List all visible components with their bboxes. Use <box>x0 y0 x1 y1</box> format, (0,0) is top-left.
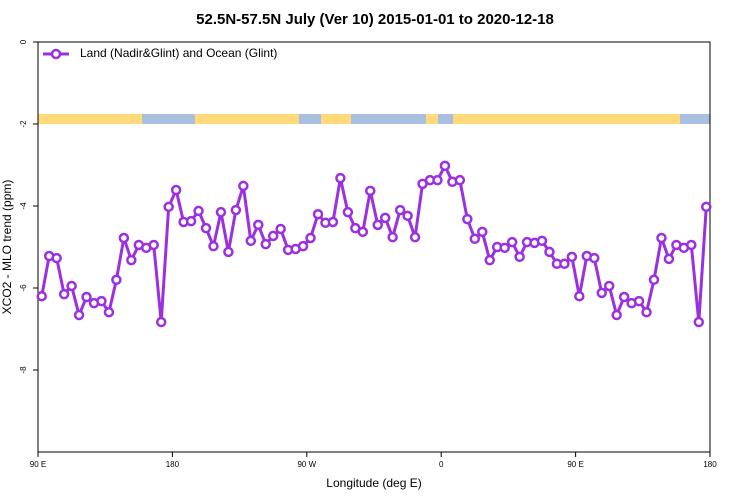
y-tick-label: -6 <box>19 284 28 292</box>
point <box>693 316 705 328</box>
point <box>559 258 570 270</box>
point <box>185 215 197 227</box>
point <box>365 185 376 197</box>
point <box>36 290 47 302</box>
x-tick-label: 90 E <box>30 460 46 469</box>
x-tick-label: 0 <box>439 460 444 469</box>
map-strip <box>38 114 710 124</box>
point <box>394 204 406 216</box>
point <box>215 206 227 218</box>
point <box>596 287 607 299</box>
point <box>469 233 481 245</box>
chart-title: 52.5N-57.5N July (Ver 10) 2015-01-01 to … <box>196 11 554 28</box>
point <box>536 235 548 247</box>
point <box>439 160 451 172</box>
point <box>618 291 630 303</box>
point <box>641 306 652 318</box>
point <box>111 274 122 286</box>
y-tick-label: -8 <box>19 366 28 374</box>
point <box>297 240 309 252</box>
point <box>126 254 137 266</box>
point <box>566 251 578 263</box>
y-tick-label: -2 <box>19 120 28 128</box>
legend-marker <box>50 48 62 60</box>
point <box>312 208 324 220</box>
point <box>170 184 182 196</box>
point <box>238 180 249 192</box>
point <box>275 223 286 235</box>
point <box>402 210 413 222</box>
point <box>148 239 159 251</box>
point <box>611 309 622 321</box>
point <box>253 219 264 231</box>
point <box>387 231 398 243</box>
point <box>103 306 115 318</box>
point <box>477 226 488 238</box>
point <box>514 251 525 263</box>
point <box>454 174 466 186</box>
point <box>574 290 585 302</box>
point <box>200 222 212 234</box>
point <box>118 232 130 244</box>
point <box>648 274 660 286</box>
point <box>73 309 85 321</box>
point <box>589 252 600 264</box>
point <box>603 280 615 292</box>
point <box>633 295 645 307</box>
point <box>208 240 219 252</box>
point <box>544 246 555 258</box>
point <box>686 239 697 251</box>
y-tick-label: 0 <box>19 39 28 44</box>
point <box>245 235 257 247</box>
point <box>499 242 510 254</box>
point <box>193 205 204 217</box>
point <box>96 295 107 307</box>
point <box>484 254 495 266</box>
point <box>663 253 675 265</box>
point <box>155 316 167 328</box>
x-tick-label: 90 W <box>297 460 316 469</box>
point <box>51 252 62 264</box>
point <box>372 219 383 231</box>
x-tick-label: 180 <box>166 460 180 469</box>
point <box>260 238 271 250</box>
point <box>327 216 339 228</box>
point <box>701 201 712 213</box>
point <box>357 226 369 238</box>
point <box>379 212 391 224</box>
point <box>335 172 346 184</box>
y-tick-label: -4 <box>19 202 28 210</box>
y-axis-label: XCO2 - MLO trend (ppm) <box>0 180 14 315</box>
point <box>163 201 174 213</box>
point <box>432 174 443 186</box>
x-tick-label: 90 E <box>567 460 583 469</box>
x-axis-label: Longitude (deg E) <box>326 476 421 490</box>
point <box>230 204 242 216</box>
legend-label: Land (Nadir&Glint) and Ocean (Glint) <box>80 46 277 60</box>
point <box>58 288 70 300</box>
point <box>223 246 234 258</box>
point <box>506 236 518 248</box>
point <box>409 231 421 243</box>
point <box>656 232 667 244</box>
point <box>81 291 92 303</box>
point <box>342 206 354 218</box>
point <box>66 280 77 292</box>
x-tick-label: 180 <box>703 460 717 469</box>
point <box>305 232 316 244</box>
point <box>462 213 473 225</box>
point <box>267 230 279 242</box>
plot-frame <box>37 41 711 453</box>
